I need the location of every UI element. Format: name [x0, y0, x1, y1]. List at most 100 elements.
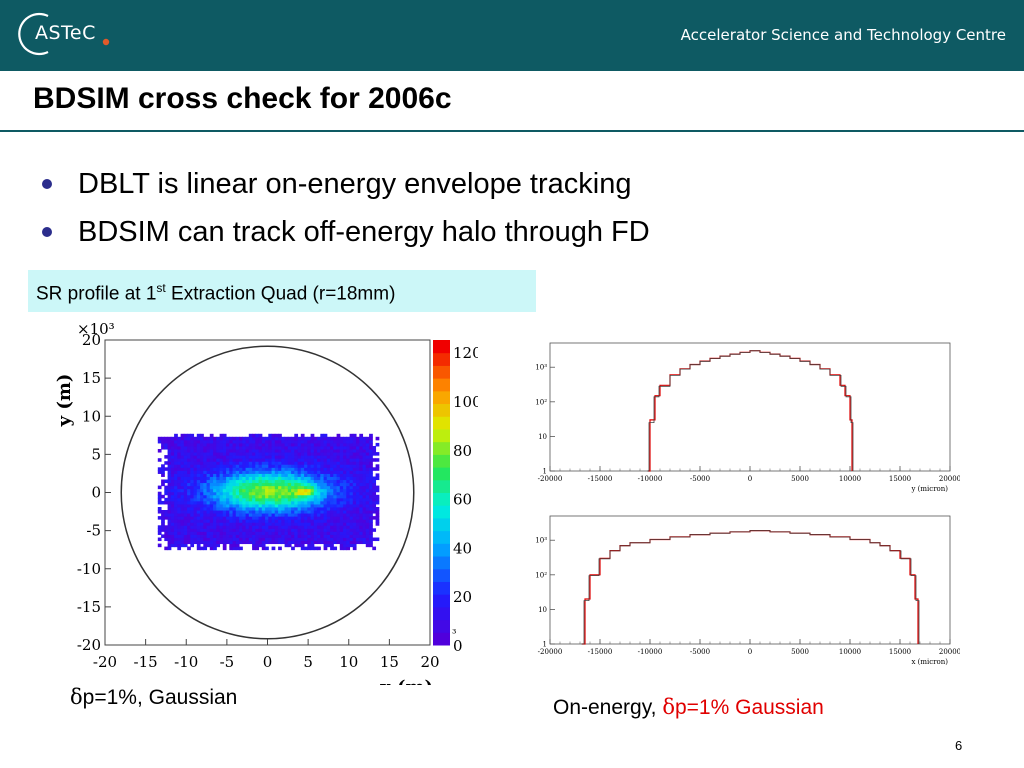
- heatmap-cell: [320, 458, 325, 462]
- heatmap-cell: [200, 442, 204, 447]
- heatmap-cell: [190, 449, 195, 453]
- heatmap-cell: [258, 503, 263, 508]
- heatmap-cell: [213, 528, 217, 532]
- heatmap-cell: [300, 491, 305, 496]
- heatmap-cell: [258, 482, 263, 487]
- heatmap-cell: [349, 439, 354, 444]
- heatmap-cell: [375, 516, 380, 520]
- heatmap-cell: [239, 503, 243, 508]
- heatmap-cell: [287, 446, 292, 450]
- heatmap-cell: [287, 510, 292, 514]
- heatmap-cell: [356, 446, 360, 450]
- heatmap-cell: [261, 439, 266, 444]
- heatmap-cell: [346, 442, 351, 447]
- heatmap-cell: [343, 439, 347, 444]
- heatmap-cell: [369, 494, 373, 499]
- heatmap-cell: [261, 534, 266, 538]
- heatmap-cell: [196, 452, 201, 456]
- heatmap-cell: [356, 540, 360, 545]
- heatmap-cell: [232, 439, 237, 444]
- heatmap-cell: [287, 488, 292, 493]
- heatmap-cell: [287, 528, 292, 532]
- heatmap-cell: [174, 470, 178, 474]
- heatmap-cell: [274, 442, 279, 447]
- heatmap-cell: [346, 439, 351, 444]
- heatmap-cell: [232, 476, 237, 481]
- heatmap-cell: [287, 461, 292, 465]
- heatmap-cell: [365, 500, 370, 505]
- heatmap-cell: [226, 473, 230, 477]
- heatmap-cell: [365, 449, 370, 453]
- heatmap-cell: [203, 494, 208, 499]
- heatmap-cell: [300, 488, 305, 493]
- heatmap-cell: [369, 491, 373, 496]
- heatmap-cell: [310, 546, 315, 551]
- heatmap-cell: [372, 491, 377, 496]
- heatmap-cell: [226, 507, 230, 511]
- heatmap-cell: [167, 537, 172, 542]
- heatmap-cell: [320, 540, 325, 545]
- heatmap-cell: [330, 467, 334, 471]
- heatmap-cell: [164, 510, 169, 514]
- heatmap-cell: [284, 473, 289, 477]
- heatmap-cell: [356, 510, 360, 514]
- heatmap-cell: [284, 479, 289, 484]
- heatmap-cell: [183, 479, 188, 484]
- x-tick-label: 15: [380, 653, 399, 671]
- heatmap-cell: [161, 467, 165, 471]
- heatmap-cell: [287, 479, 292, 484]
- heatmap-cell: [235, 507, 240, 511]
- heatmap-cell: [216, 522, 221, 526]
- heatmap-cell: [265, 458, 269, 462]
- heatmap-cell: [297, 455, 302, 459]
- heatmap-cell: [164, 546, 169, 551]
- heatmap-cell: [258, 522, 263, 526]
- heatmap-cell: [362, 510, 367, 514]
- heatmap-cell: [352, 446, 357, 450]
- heatmap-cell: [304, 479, 308, 484]
- heatmap-cell: [229, 446, 234, 450]
- heatmap-cell: [232, 500, 237, 505]
- heatmap-cell: [193, 436, 198, 441]
- heatmap-cell: [258, 470, 263, 474]
- heatmap-cell: [248, 464, 253, 468]
- heatmap-cell: [339, 439, 344, 444]
- heatmap-cell: [291, 442, 295, 447]
- heatmap-cell: [190, 455, 195, 459]
- heatmap-cell: [359, 497, 364, 502]
- heatmap-cell: [294, 485, 299, 490]
- heatmap-cell: [300, 473, 305, 477]
- heatmap-cell: [222, 485, 227, 490]
- heatmap-cell: [352, 500, 357, 505]
- heatmap-cell: [206, 479, 211, 484]
- heatmap-cell: [200, 461, 204, 465]
- heatmap-cell: [268, 531, 273, 535]
- heatmap-cell: [333, 510, 338, 514]
- heatmap-cell: [170, 543, 175, 548]
- heatmap-cell: [196, 488, 201, 493]
- heatmap-cell: [284, 488, 289, 493]
- heatmap-cell: [248, 485, 253, 490]
- heatmap-cell: [278, 494, 282, 499]
- colorbar-segment: [433, 517, 450, 532]
- heatmap-cell: [356, 503, 360, 508]
- heatmap-cell: [326, 442, 331, 447]
- colorbar-segment: [433, 581, 450, 595]
- heatmap-cell: [359, 458, 364, 462]
- heatmap-cell: [339, 470, 344, 474]
- heatmap-cell: [242, 528, 247, 532]
- heatmap-cell: [196, 455, 201, 459]
- heatmap-cell: [372, 494, 377, 499]
- heatmap-cell: [167, 522, 172, 526]
- heatmap-cell: [222, 446, 227, 450]
- heatmap-cell: [170, 476, 175, 481]
- heatmap-cell: [313, 516, 318, 520]
- heatmap-cell: [222, 433, 227, 438]
- heatmap-cell: [346, 543, 351, 548]
- heatmap-cell: [359, 433, 364, 438]
- heatmap-cell: [248, 442, 253, 447]
- heatmap-cell: [359, 513, 364, 517]
- heatmap-cell: [209, 482, 214, 487]
- heatmap-cell: [252, 458, 256, 462]
- heatmap-cell: [268, 436, 273, 441]
